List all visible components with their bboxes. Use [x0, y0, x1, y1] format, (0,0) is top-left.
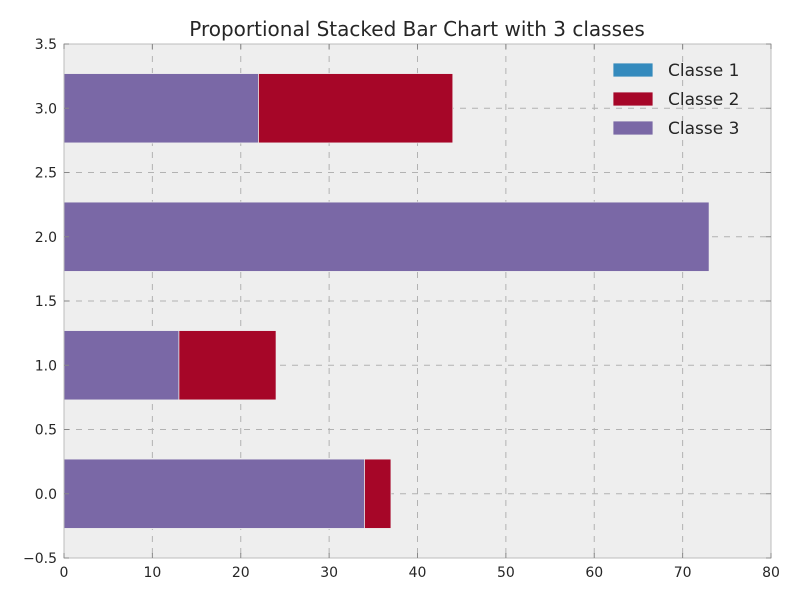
legend-label: Classe 2 [668, 90, 739, 110]
y-tick-label: 1.0 [35, 358, 57, 374]
legend: Classe 1 Classe 2 Classe 3 [612, 61, 739, 139]
bars-group [63, 73, 710, 529]
chart-title: Proportional Stacked Bar Chart with 3 cl… [189, 17, 645, 41]
y-tick-label: −0.5 [23, 551, 57, 567]
y-tick-label: 2.5 [35, 166, 57, 182]
y-tick-label: 0.0 [35, 487, 57, 503]
legend-label: Classe 3 [668, 119, 739, 139]
bar-classe-3 [63, 458, 365, 529]
legend-swatch [612, 91, 654, 107]
bar-classe-3 [63, 73, 259, 144]
legend-label: Classe 1 [668, 61, 739, 81]
x-tick-label: 60 [585, 565, 603, 581]
bar-classe-3 [63, 201, 710, 272]
y-tick-label: 2.0 [35, 230, 57, 246]
y-tick-label: 3.0 [35, 101, 57, 117]
x-tick-label: 10 [143, 565, 161, 581]
x-axis-ticks: 0 10 20 30 40 50 60 70 80 [60, 44, 780, 581]
y-tick-label: 0.5 [35, 423, 57, 439]
legend-swatch [612, 62, 654, 78]
y-tick-label: 1.5 [35, 294, 57, 310]
x-tick-label: 50 [497, 565, 515, 581]
bar-classe-3 [63, 330, 180, 401]
x-tick-label: 70 [674, 565, 692, 581]
x-tick-label: 40 [409, 565, 427, 581]
x-tick-label: 30 [320, 565, 338, 581]
x-tick-label: 0 [60, 565, 69, 581]
y-tick-label: 3.5 [35, 37, 57, 53]
y-axis-ticks: −0.5 0.0 0.5 1.0 1.5 2.0 2.5 3.0 3.5 [23, 37, 771, 567]
legend-swatch [612, 120, 654, 136]
x-tick-label: 80 [762, 565, 780, 581]
x-tick-label: 20 [232, 565, 250, 581]
